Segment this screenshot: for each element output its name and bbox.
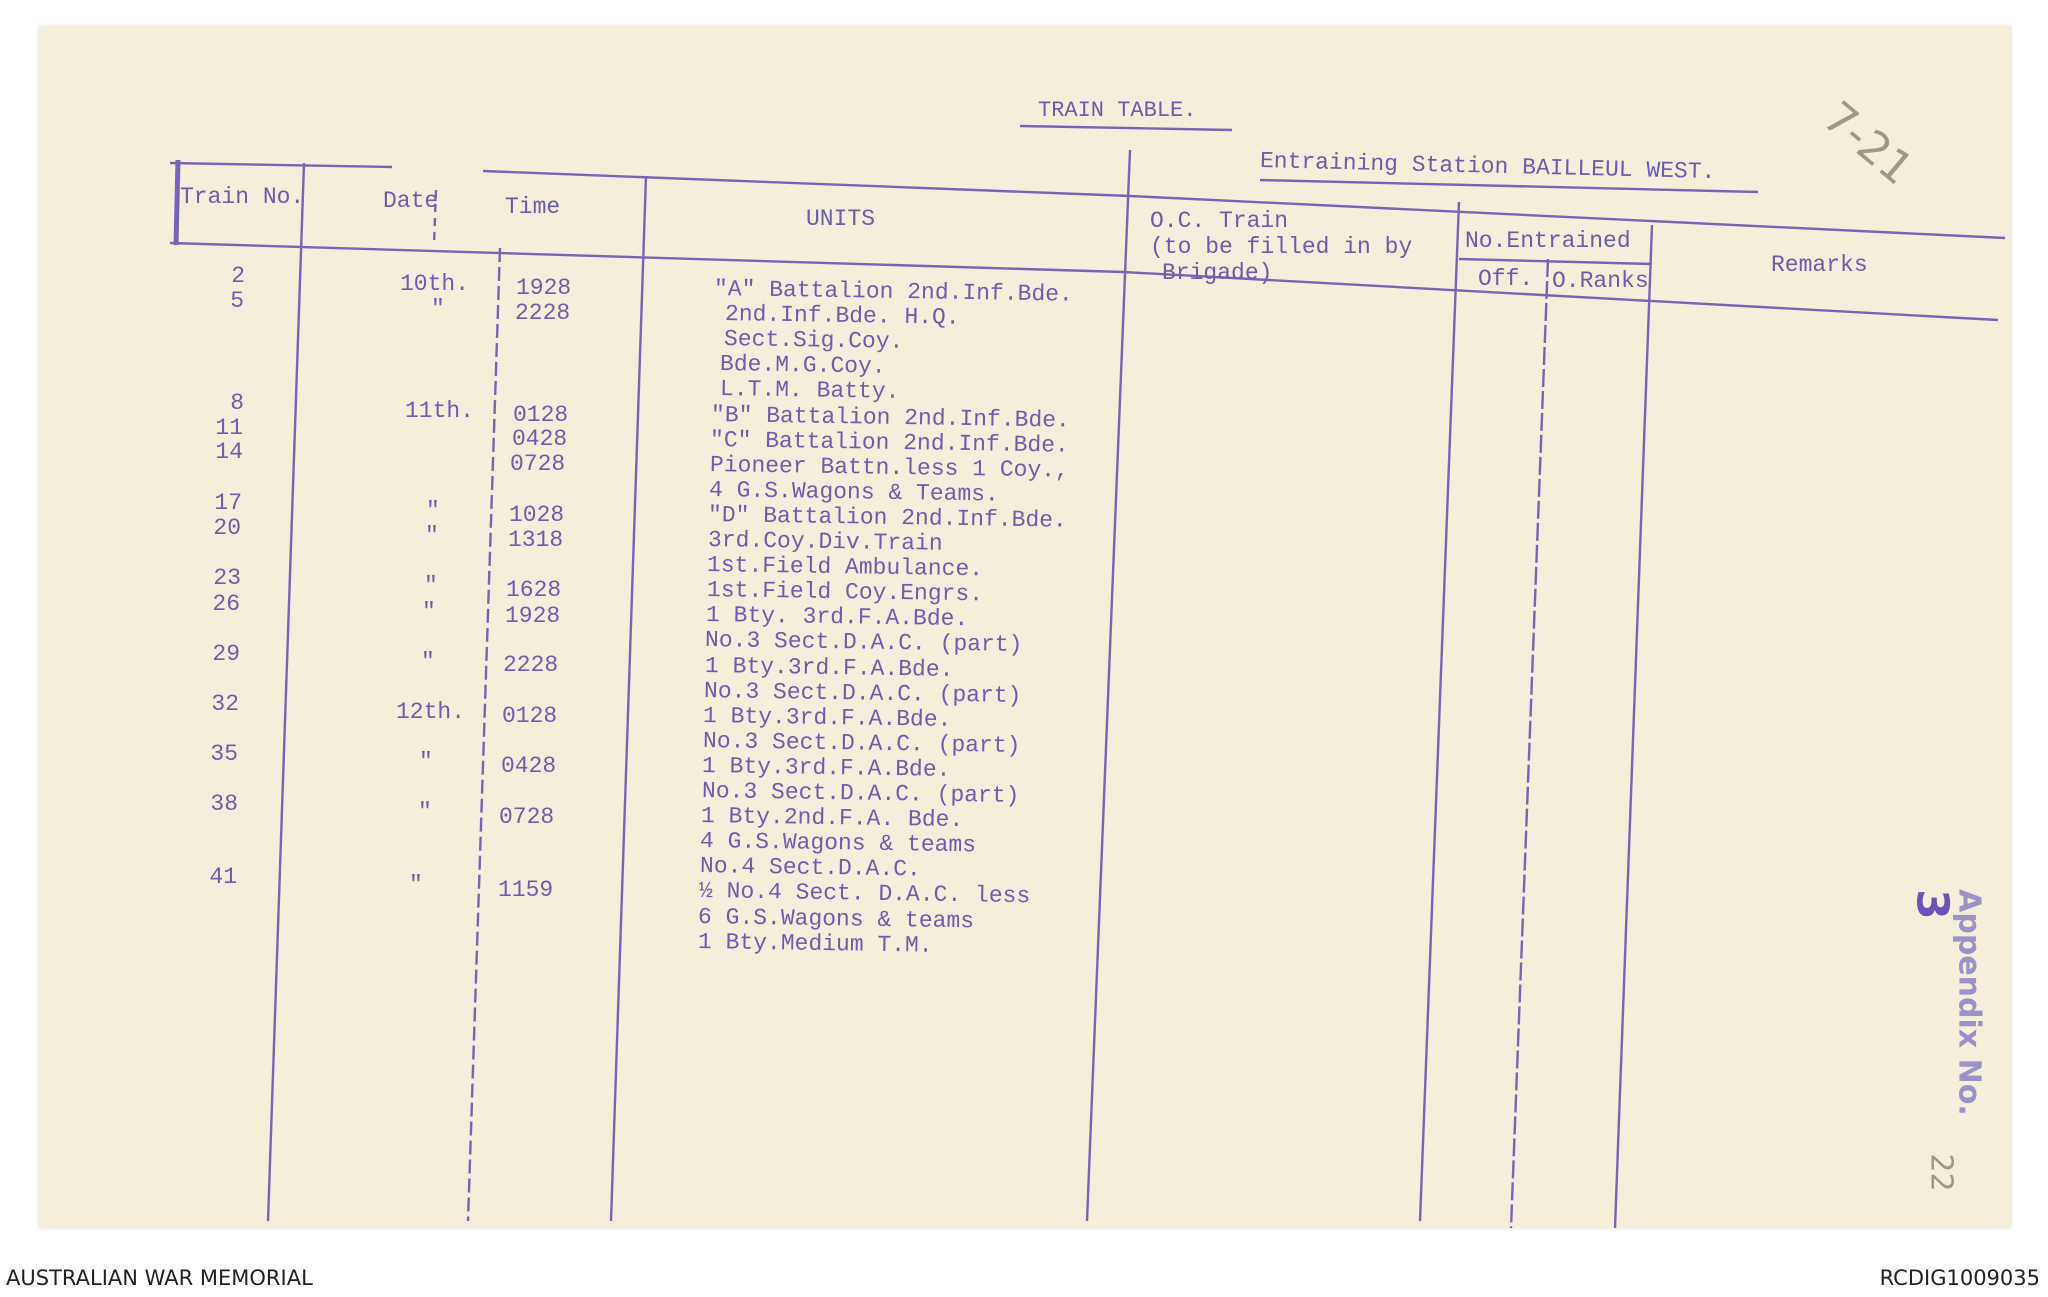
header-units: UNITS bbox=[806, 206, 876, 232]
header-train-no: Train No. bbox=[180, 184, 305, 210]
train-date: " bbox=[426, 498, 440, 524]
header-oc-train-note: (to be filled in by bbox=[1150, 234, 1413, 260]
train-number: 38 bbox=[210, 791, 238, 817]
train-time: 1628 bbox=[506, 577, 562, 603]
train-number: 29 bbox=[212, 641, 240, 667]
train-number: 41 bbox=[209, 864, 237, 890]
unit-line: 1 Bty.Medium T.M. bbox=[697, 929, 933, 959]
train-time: 1928 bbox=[516, 275, 572, 301]
train-date: " bbox=[425, 523, 439, 549]
train-time: 0728 bbox=[499, 804, 555, 830]
header-date: Date bbox=[383, 188, 439, 214]
header-remarks: Remarks bbox=[1771, 252, 1868, 278]
column-rule-time bbox=[466, 247, 502, 1222]
train-time: 1028 bbox=[509, 502, 565, 528]
footer-id: RCDIG1009035 bbox=[1879, 1266, 2040, 1290]
train-time: 1928 bbox=[505, 603, 561, 629]
train-date: " bbox=[419, 749, 433, 775]
title-underline bbox=[1019, 124, 1233, 132]
unit-line: Sect.Sig.Coy. bbox=[723, 326, 904, 355]
header-top-rule bbox=[482, 169, 2006, 240]
train-date: 11th. bbox=[405, 398, 475, 424]
train-time: 0428 bbox=[512, 426, 568, 452]
train-number: 23 bbox=[213, 565, 241, 591]
footer-source: AUSTRALIAN WAR MEMORIAL bbox=[6, 1266, 313, 1290]
train-time: 0128 bbox=[502, 703, 558, 729]
train-date: 12th. bbox=[396, 699, 466, 725]
column-rule-entrained bbox=[1418, 201, 1461, 1222]
header-time: Time bbox=[505, 194, 561, 220]
train-date: " bbox=[421, 649, 435, 675]
column-rule-units bbox=[609, 175, 648, 1222]
header-top-rule-left bbox=[169, 161, 393, 169]
header-oc-train: O.C. Train bbox=[1150, 208, 1289, 234]
document-page bbox=[39, 26, 2011, 1228]
unit-line: No.4 Sect.D.A.C. bbox=[699, 853, 922, 883]
train-time: 2228 bbox=[515, 300, 571, 326]
train-date: " bbox=[409, 872, 423, 898]
train-number: 5 bbox=[230, 288, 244, 314]
column-rule-off bbox=[1509, 258, 1550, 1229]
train-number: 26 bbox=[212, 591, 240, 617]
train-date: " bbox=[424, 573, 438, 599]
train-number: 14 bbox=[215, 439, 243, 465]
appendix-stamp-number: 3 bbox=[1906, 889, 1958, 920]
train-time: 0128 bbox=[513, 402, 569, 428]
train-no-left-mark bbox=[173, 159, 181, 246]
entrained-underline bbox=[1458, 257, 1653, 266]
train-date: 10th. bbox=[400, 271, 470, 297]
document-title: TRAIN TABLE. bbox=[1038, 98, 1197, 123]
train-number: 35 bbox=[210, 741, 238, 767]
folio-number: 22 bbox=[1923, 1153, 1959, 1192]
column-rule-date bbox=[266, 162, 306, 1222]
station-underline bbox=[1259, 178, 1759, 194]
appendix-stamp: Appendix No. 3 bbox=[1906, 868, 2014, 1116]
header-no-entrained: No.Entrained bbox=[1465, 228, 1631, 254]
column-rule-remarks bbox=[1613, 224, 1654, 1229]
train-number: 2 bbox=[231, 263, 245, 289]
appendix-stamp-label: Appendix No. bbox=[1951, 889, 1987, 1116]
header-o-ranks: O.Ranks bbox=[1552, 268, 1649, 294]
train-time: 2228 bbox=[503, 652, 559, 678]
train-date: " bbox=[422, 599, 436, 625]
train-number: 32 bbox=[211, 691, 239, 717]
train-time: 1159 bbox=[498, 877, 554, 903]
train-number: 17 bbox=[214, 490, 242, 516]
header-oc-train-brigade: Brigade) bbox=[1162, 260, 1273, 286]
train-time: 0728 bbox=[510, 451, 566, 477]
unit-line: Bde.M.G.Coy. bbox=[719, 351, 886, 380]
column-rule-oc bbox=[1085, 149, 1132, 1222]
train-date: " bbox=[418, 799, 432, 825]
train-time: 0428 bbox=[501, 753, 557, 779]
column-rule-time-top bbox=[432, 189, 438, 246]
train-number: 11 bbox=[215, 415, 243, 441]
header-bottom-rule bbox=[169, 241, 1999, 322]
train-date: " bbox=[431, 296, 445, 322]
train-time: 1318 bbox=[508, 527, 564, 553]
train-number: 20 bbox=[213, 515, 241, 541]
train-number: 8 bbox=[230, 390, 244, 416]
unit-line: L.T.M. Batty. bbox=[719, 376, 900, 405]
header-off: Off. bbox=[1478, 266, 1534, 292]
